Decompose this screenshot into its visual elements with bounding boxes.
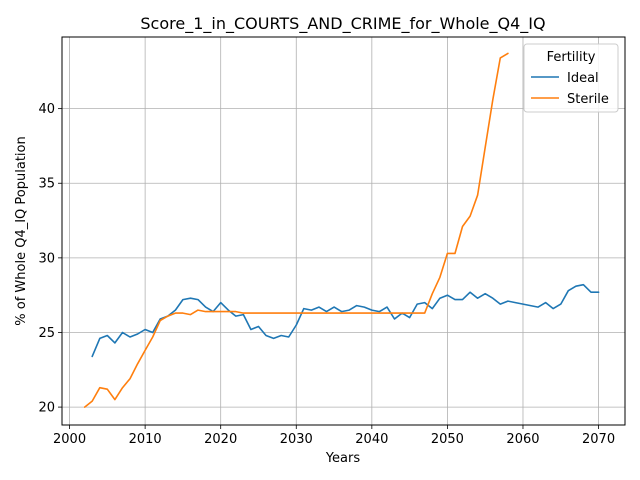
y-tick-label: 40 <box>38 102 55 117</box>
x-tick-label: 2020 <box>204 432 237 447</box>
legend: Fertility Ideal Sterile <box>524 44 618 112</box>
y-tick-label: 25 <box>38 326 55 341</box>
chart-title: Score_1_in_COURTS_AND_CRIME_for_Whole_Q4… <box>140 14 545 34</box>
x-tick-label: 2050 <box>431 432 464 447</box>
legend-title: Fertility <box>547 50 596 65</box>
x-tick-label: 2070 <box>582 432 615 447</box>
y-axis-label: % of Whole Q4_IQ Population <box>14 136 29 325</box>
legend-label-sterile: Sterile <box>567 92 609 107</box>
x-axis-label: Years <box>325 451 361 466</box>
x-tick-label: 2040 <box>355 432 388 447</box>
y-tick-label: 30 <box>38 251 55 266</box>
x-tick-label: 2010 <box>129 432 162 447</box>
x-tick-label: 2060 <box>506 432 539 447</box>
y-tick-label: 35 <box>38 177 55 192</box>
legend-label-ideal: Ideal <box>567 71 599 86</box>
y-tick-label: 20 <box>38 401 55 416</box>
x-tick-label: 2000 <box>53 432 86 447</box>
x-tick-label: 2030 <box>280 432 313 447</box>
